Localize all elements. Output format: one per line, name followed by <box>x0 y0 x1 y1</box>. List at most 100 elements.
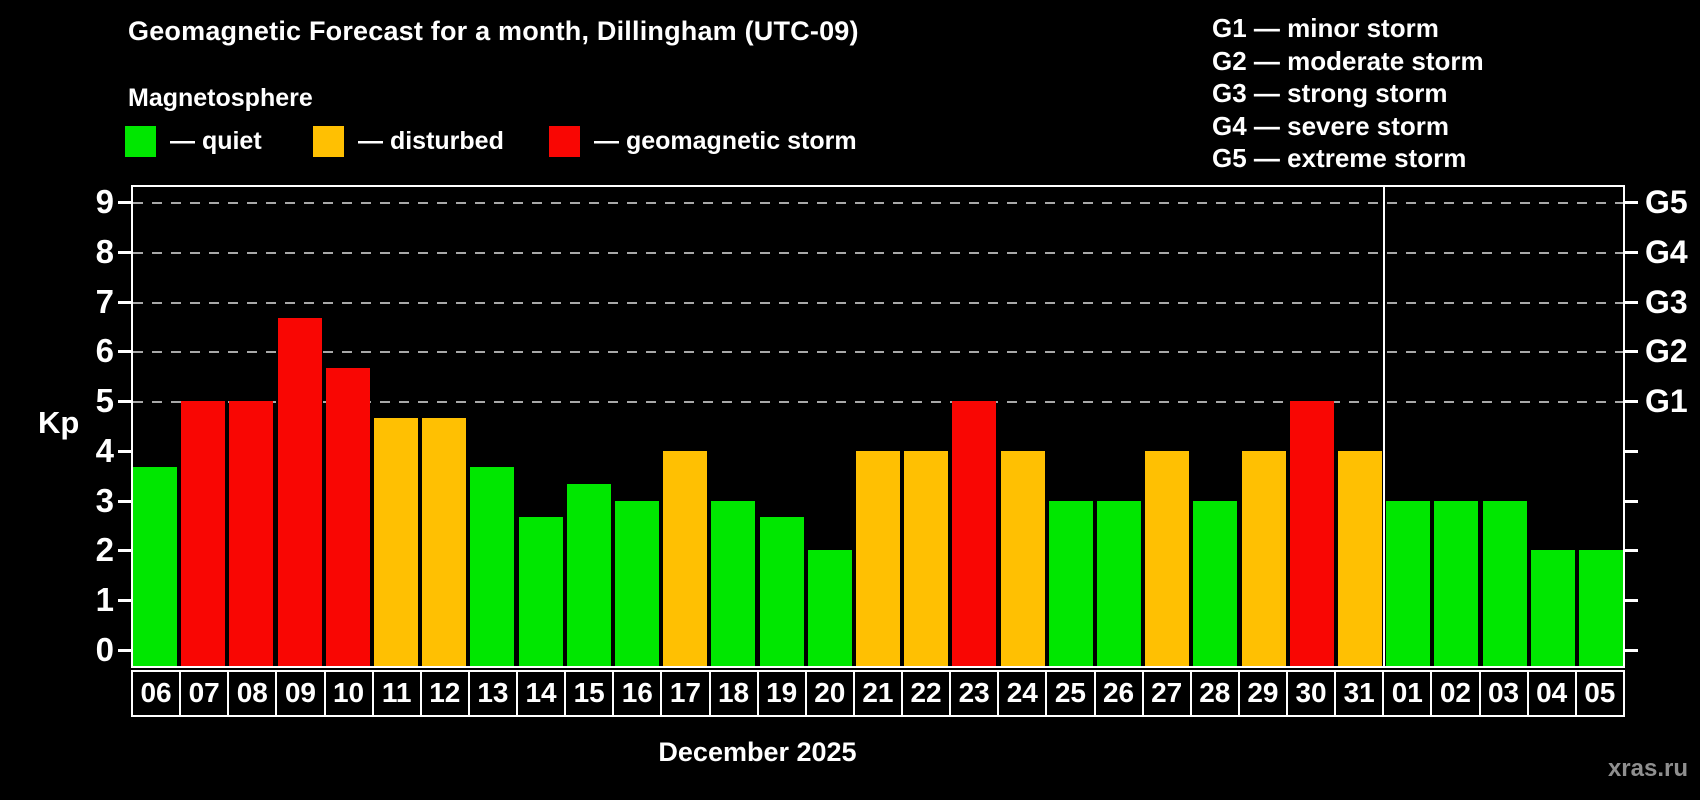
right-axis-label-g5: G5 <box>1645 183 1688 220</box>
kp-bar-day-02 <box>1434 500 1479 666</box>
day-label: 26 <box>1093 670 1144 717</box>
kp-bar-day-16 <box>615 500 660 666</box>
day-label: 01 <box>1382 670 1433 717</box>
kp-bar-day-12 <box>422 417 467 666</box>
disturbed-color-swatch <box>313 125 344 157</box>
gridline-kp8 <box>133 251 1623 254</box>
kp-bar-day-14 <box>518 517 563 666</box>
day-label: 23 <box>949 670 1000 717</box>
day-label: 07 <box>179 670 230 717</box>
y-tick-label: 4 <box>95 431 114 469</box>
y-tick-left <box>118 599 131 603</box>
day-label: 20 <box>804 670 855 717</box>
day-label: 19 <box>756 670 807 717</box>
right-axis-label-g2: G2 <box>1645 333 1688 370</box>
y-tick-left <box>118 549 131 553</box>
y-tick-right <box>1625 400 1638 404</box>
storm-color-swatch <box>549 125 580 157</box>
day-label: 08 <box>227 670 278 717</box>
kp-bar-day-10 <box>325 367 370 666</box>
kp-bar-day-28 <box>1193 500 1238 666</box>
y-tick-label: 3 <box>95 481 114 519</box>
kp-bar-day-21 <box>856 450 900 666</box>
day-label: 06 <box>131 670 182 717</box>
kp-bar-day-06 <box>133 467 178 666</box>
right-axis-label-g3: G3 <box>1645 283 1688 320</box>
day-label: 22 <box>901 670 952 717</box>
watermark: xras.ru <box>1607 755 1688 782</box>
y-tick-right <box>1625 549 1638 553</box>
y-tick-label: 0 <box>95 631 114 668</box>
legend-label-disturbed: — disturbed <box>358 126 504 155</box>
day-label: 12 <box>419 670 470 717</box>
g-scale-legend-row: G1 — minor storm <box>1212 13 1439 43</box>
y-tick-label: 5 <box>95 382 114 420</box>
kp-bar-day-25 <box>1048 500 1093 666</box>
day-label: 30 <box>1286 670 1337 717</box>
y-tick-label: 2 <box>95 531 114 569</box>
day-label: 29 <box>1237 670 1288 717</box>
legend-item-storm: — geomagnetic storm <box>549 125 857 157</box>
kp-bar-day-26 <box>1096 500 1141 666</box>
day-label: 04 <box>1526 670 1577 717</box>
y-tick-right <box>1625 200 1638 204</box>
g-scale-legend-row: G5 — extreme storm <box>1212 143 1467 173</box>
chart-subtitle: Magnetosphere <box>128 84 313 112</box>
y-tick-right <box>1625 649 1638 652</box>
y-tick-label: 7 <box>95 282 114 320</box>
kp-bar-day-22 <box>904 450 949 666</box>
right-axis-label-g4: G4 <box>1645 233 1688 270</box>
kp-bar-day-27 <box>1145 450 1190 666</box>
month-label: December 2025 <box>658 737 857 767</box>
day-label: 11 <box>371 670 422 717</box>
day-label: 09 <box>275 670 326 717</box>
kp-bar-day-20 <box>807 550 852 666</box>
day-label: 10 <box>323 670 374 717</box>
kp-bar-day-01 <box>1386 500 1431 666</box>
g-scale-legend-row: G3 — strong storm <box>1212 78 1448 108</box>
day-label: 16 <box>612 670 663 717</box>
y-tick-label: 9 <box>95 182 114 220</box>
kp-bar-day-09 <box>277 317 322 666</box>
gridline-kp9 <box>133 201 1623 204</box>
legend-item-disturbed: — disturbed <box>313 125 504 157</box>
legend-label-storm: — geomagnetic storm <box>594 126 857 155</box>
day-label: 14 <box>516 670 567 717</box>
y-tick-left <box>118 449 131 453</box>
legend-item-quiet: — quiet <box>125 125 262 157</box>
g-scale-legend: G1 — minor storm G2 — moderate storm G3 … <box>1212 12 1484 175</box>
x-axis-day-row: 06 07 08 09 10 11 12 13 14 15 16 17 18 19 20 21 22 23 24 25… <box>131 670 1625 717</box>
y-tick-right <box>1625 250 1638 254</box>
gridline-kp6 <box>133 351 1623 354</box>
kp-bar-day-19 <box>759 517 804 666</box>
kp-bar-day-13 <box>470 467 515 666</box>
y-tick-left <box>118 300 131 304</box>
y-tick-right <box>1625 449 1638 453</box>
kp-bar-day-18 <box>711 500 756 666</box>
y-tick-left <box>118 200 131 204</box>
kp-bar-day-07 <box>181 401 226 666</box>
y-tick-left <box>118 350 131 354</box>
legend-label-quiet: — quiet <box>170 126 262 155</box>
month-divider-line <box>1383 187 1386 666</box>
day-label: 28 <box>1189 670 1240 717</box>
plot-area <box>131 185 1625 668</box>
day-label: 13 <box>467 670 518 717</box>
chart-title: Geomagnetic Forecast for a month, Dillin… <box>128 16 859 46</box>
day-label: 02 <box>1430 670 1481 717</box>
kp-bar-day-29 <box>1241 450 1286 666</box>
y-tick-left <box>118 400 131 404</box>
day-label: 15 <box>564 670 615 717</box>
kp-bar-day-30 <box>1289 401 1334 666</box>
day-label: 05 <box>1574 670 1625 717</box>
day-label: 24 <box>997 670 1048 717</box>
kp-bar-day-08 <box>229 401 274 666</box>
day-label: 21 <box>852 670 903 717</box>
y-tick-left <box>118 499 131 503</box>
g-scale-legend-row: G2 — moderate storm <box>1212 45 1484 76</box>
y-tick-label: 8 <box>95 232 114 270</box>
y-tick-left <box>118 250 131 254</box>
kp-bar-day-23 <box>952 401 997 666</box>
g-scale-legend-row: G4 — severe storm <box>1212 110 1450 141</box>
